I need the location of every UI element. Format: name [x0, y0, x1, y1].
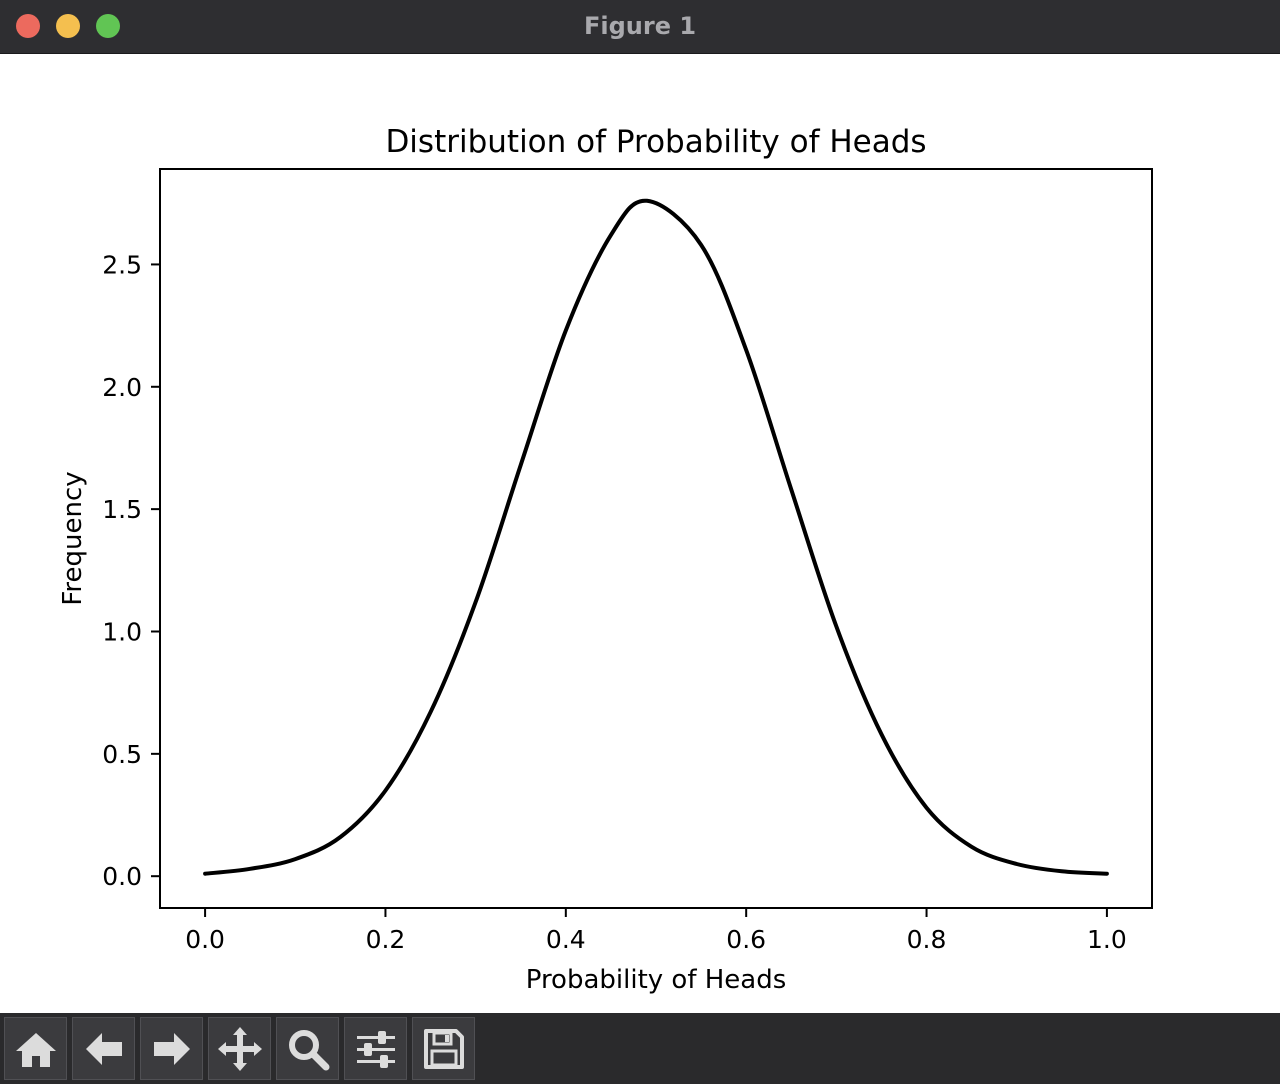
back-button[interactable] [72, 1017, 135, 1080]
y-tick-label: 2.5 [102, 250, 142, 279]
x-tick-label: 0.6 [726, 925, 766, 954]
close-window-button[interactable] [16, 14, 40, 38]
back-arrow-icon [85, 1032, 122, 1065]
x-axis-label: Probability of Heads [526, 965, 787, 995]
pan-icon [217, 1026, 262, 1071]
save-button[interactable] [412, 1017, 475, 1080]
zoom-button[interactable] [276, 1017, 339, 1080]
window-title: Figure 1 [583, 12, 697, 40]
title-bar: Figure 1 [0, 0, 1280, 54]
chart-title: Distribution of Probability of Heads [385, 124, 926, 160]
figure-canvas[interactable]: 0.0 0.2 0.4 0.6 0.8 1.0 0.0 0.5 1.0 1.5 2.0 2.5 Di… [0, 55, 1280, 1013]
configure-subplots-button[interactable] [344, 1017, 407, 1080]
series-line [203, 198, 1109, 876]
plot-area-frame [159, 168, 1153, 909]
save-icon [423, 1028, 464, 1069]
y-tick-label: 2.0 [102, 373, 142, 402]
x-tick-label: 1.0 [1087, 925, 1127, 954]
y-axis-label: Frequency [58, 471, 88, 605]
y-tick-label: 0.0 [102, 862, 142, 891]
forward-button[interactable] [140, 1017, 203, 1080]
y-axis: 0.0 0.5 1.0 1.5 2.0 2.5 [102, 250, 160, 891]
navigation-toolbar [0, 1013, 1280, 1084]
home-icon [15, 1032, 56, 1067]
maximize-window-button[interactable] [96, 14, 120, 38]
configure-subplots-icon [356, 1030, 395, 1068]
zoom-icon [288, 1029, 329, 1070]
line-chart: 0.0 0.2 0.4 0.6 0.8 1.0 0.0 0.5 1.0 1.5 2.0 2.5 Di… [58, 124, 1153, 995]
y-tick-label: 1.5 [102, 495, 142, 524]
forward-arrow-icon [153, 1032, 190, 1065]
x-tick-label: 0.2 [366, 925, 406, 954]
x-tick-label: 0.8 [907, 925, 947, 954]
x-axis: 0.0 0.2 0.4 0.6 0.8 1.0 [185, 908, 1127, 954]
x-tick-label: 0.4 [546, 925, 586, 954]
y-tick-label: 1.0 [102, 617, 142, 646]
y-tick-label: 0.5 [102, 740, 142, 769]
minimize-window-button[interactable] [56, 14, 80, 38]
home-button[interactable] [4, 1017, 67, 1080]
x-tick-label: 0.0 [185, 925, 225, 954]
pan-button[interactable] [208, 1017, 271, 1080]
